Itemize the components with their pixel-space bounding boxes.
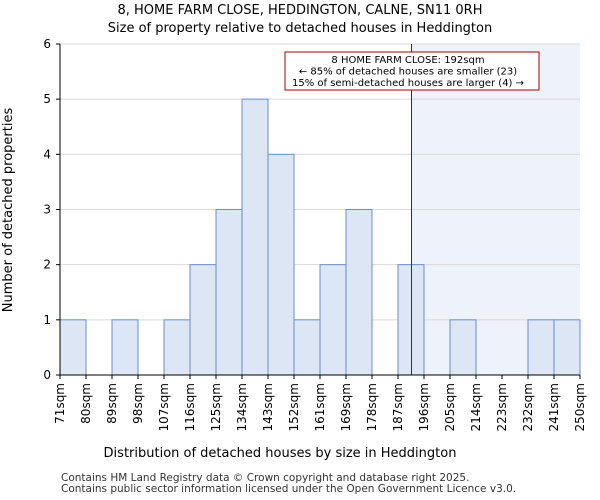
annotation-box [284,51,540,91]
x-tick-label: 161sqm [313,383,327,431]
bar [319,264,347,376]
x-tick-label: 241sqm [547,383,561,431]
x-tick-label: 134sqm [235,383,249,431]
footer-line-1: Contains HM Land Registry data © Crown c… [61,472,470,484]
bars-group [59,98,581,376]
x-tick-label: 169sqm [339,383,353,431]
x-tick-label: 223sqm [495,383,509,431]
x-tick-label: 232sqm [521,383,535,431]
bar [293,319,321,376]
annotation-line: 15% of semi-detached houses are larger (… [292,78,524,89]
bar [241,98,269,376]
x-ticks-group: 71sqm 80sqm 89sqm 98sqm 107sqm 116sqm 125sqm 13… [53,375,587,431]
x-tick-label: 98sqm [131,383,145,424]
chart-title: 8, HOME FARM CLOSE, HEDDINGTON, CALNE, S… [118,3,483,18]
x-tick-label: 125sqm [209,383,223,431]
x-tick-label: 71sqm [53,383,67,424]
annotation-line: 8 HOME FARM CLOSE: 192sqm [331,55,484,66]
y-ticks-group: 0 1 2 3 4 5 6 [43,37,60,382]
y-tick-label: 1 [43,313,51,327]
x-tick-label: 250sqm [573,383,587,431]
x-tick-label: 187sqm [391,383,405,431]
bar [267,153,295,376]
bar [553,319,581,376]
x-tick-label: 196sqm [417,383,431,431]
bar [449,319,477,376]
bar [397,264,425,376]
y-axis-label: Number of detached properties [1,108,16,313]
y-tick-label: 3 [43,203,51,217]
bar [345,209,373,376]
x-tick-label: 205sqm [443,383,457,431]
bar [189,264,217,376]
bar [59,319,87,376]
annotation-line: ← 85% of detached houses are smaller (23… [299,67,517,78]
x-tick-label: 116sqm [183,383,197,431]
x-axis-label: Distribution of detached houses by size … [104,446,457,461]
x-tick-label: 89sqm [105,383,119,424]
bar [527,319,555,376]
x-tick-label: 178sqm [365,383,379,431]
x-tick-label: 143sqm [261,383,275,431]
footer-line-2: Contains public sector information licen… [61,483,517,495]
y-tick-label: 0 [43,368,51,382]
y-tick-label: 5 [43,92,51,106]
chart-subtitle: Size of property relative to detached ho… [108,21,492,36]
y-tick-label: 2 [43,258,51,272]
x-tick-label: 107sqm [157,383,171,431]
bar [163,319,191,376]
marker-group: 8 HOME FARM CLOSE: 192sqm← 85% of detach… [284,44,540,375]
x-tick-label: 80sqm [79,383,93,424]
bar [215,209,243,376]
bar [111,319,139,376]
y-tick-label: 4 [43,147,51,161]
x-tick-label: 214sqm [469,383,483,431]
y-tick-label: 6 [43,37,51,51]
x-tick-label: 152sqm [287,383,301,431]
